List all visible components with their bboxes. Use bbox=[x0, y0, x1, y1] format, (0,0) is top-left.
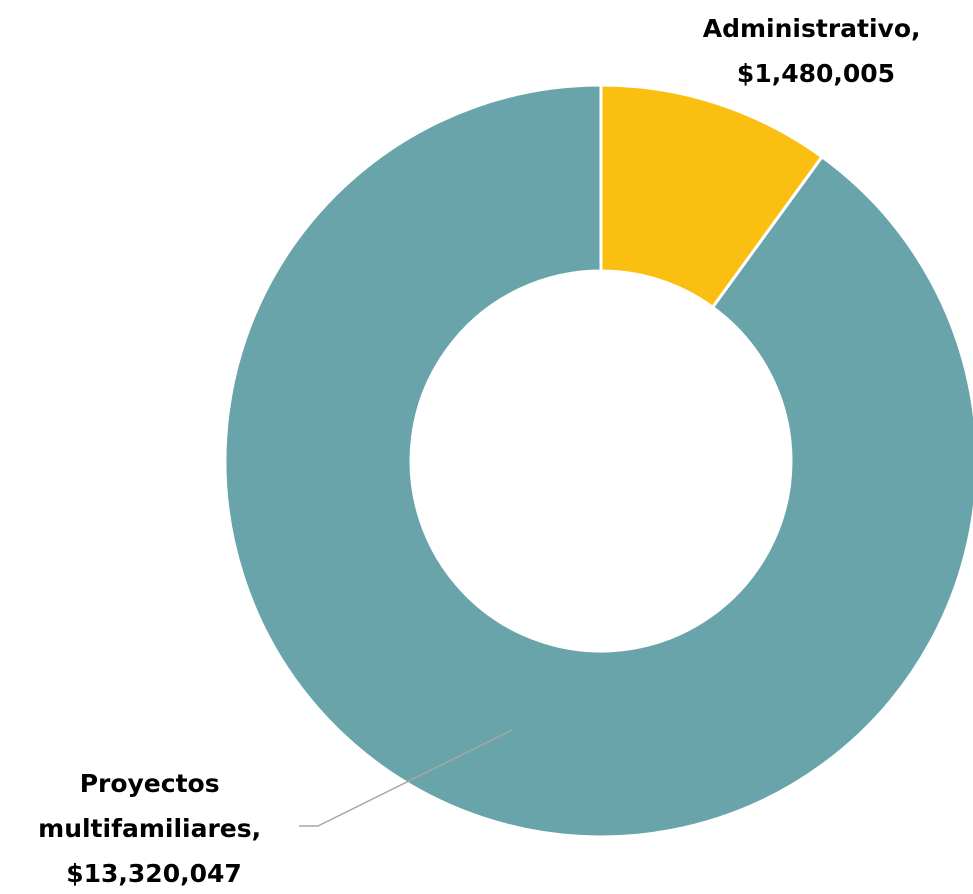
label-proyectos-name-2: multifamiliares, bbox=[38, 814, 261, 843]
label-administrativo-value: $1,480,005 bbox=[737, 59, 895, 88]
donut-slices bbox=[223, 83, 973, 839]
slice-proyectos-multifamiliares bbox=[223, 83, 973, 839]
label-proyectos-name-1: Proyectos bbox=[80, 769, 220, 798]
label-administrativo-name: Administrativo, bbox=[703, 14, 921, 43]
label-proyectos-value: $13,320,047 bbox=[66, 859, 242, 888]
proyectos-leader-line bbox=[317, 729, 513, 827]
label-administrativo: Administrativo, $1,480,005 bbox=[703, 14, 929, 88]
label-proyectos: Proyectos multifamiliares, $13,320,047 bbox=[38, 769, 270, 888]
